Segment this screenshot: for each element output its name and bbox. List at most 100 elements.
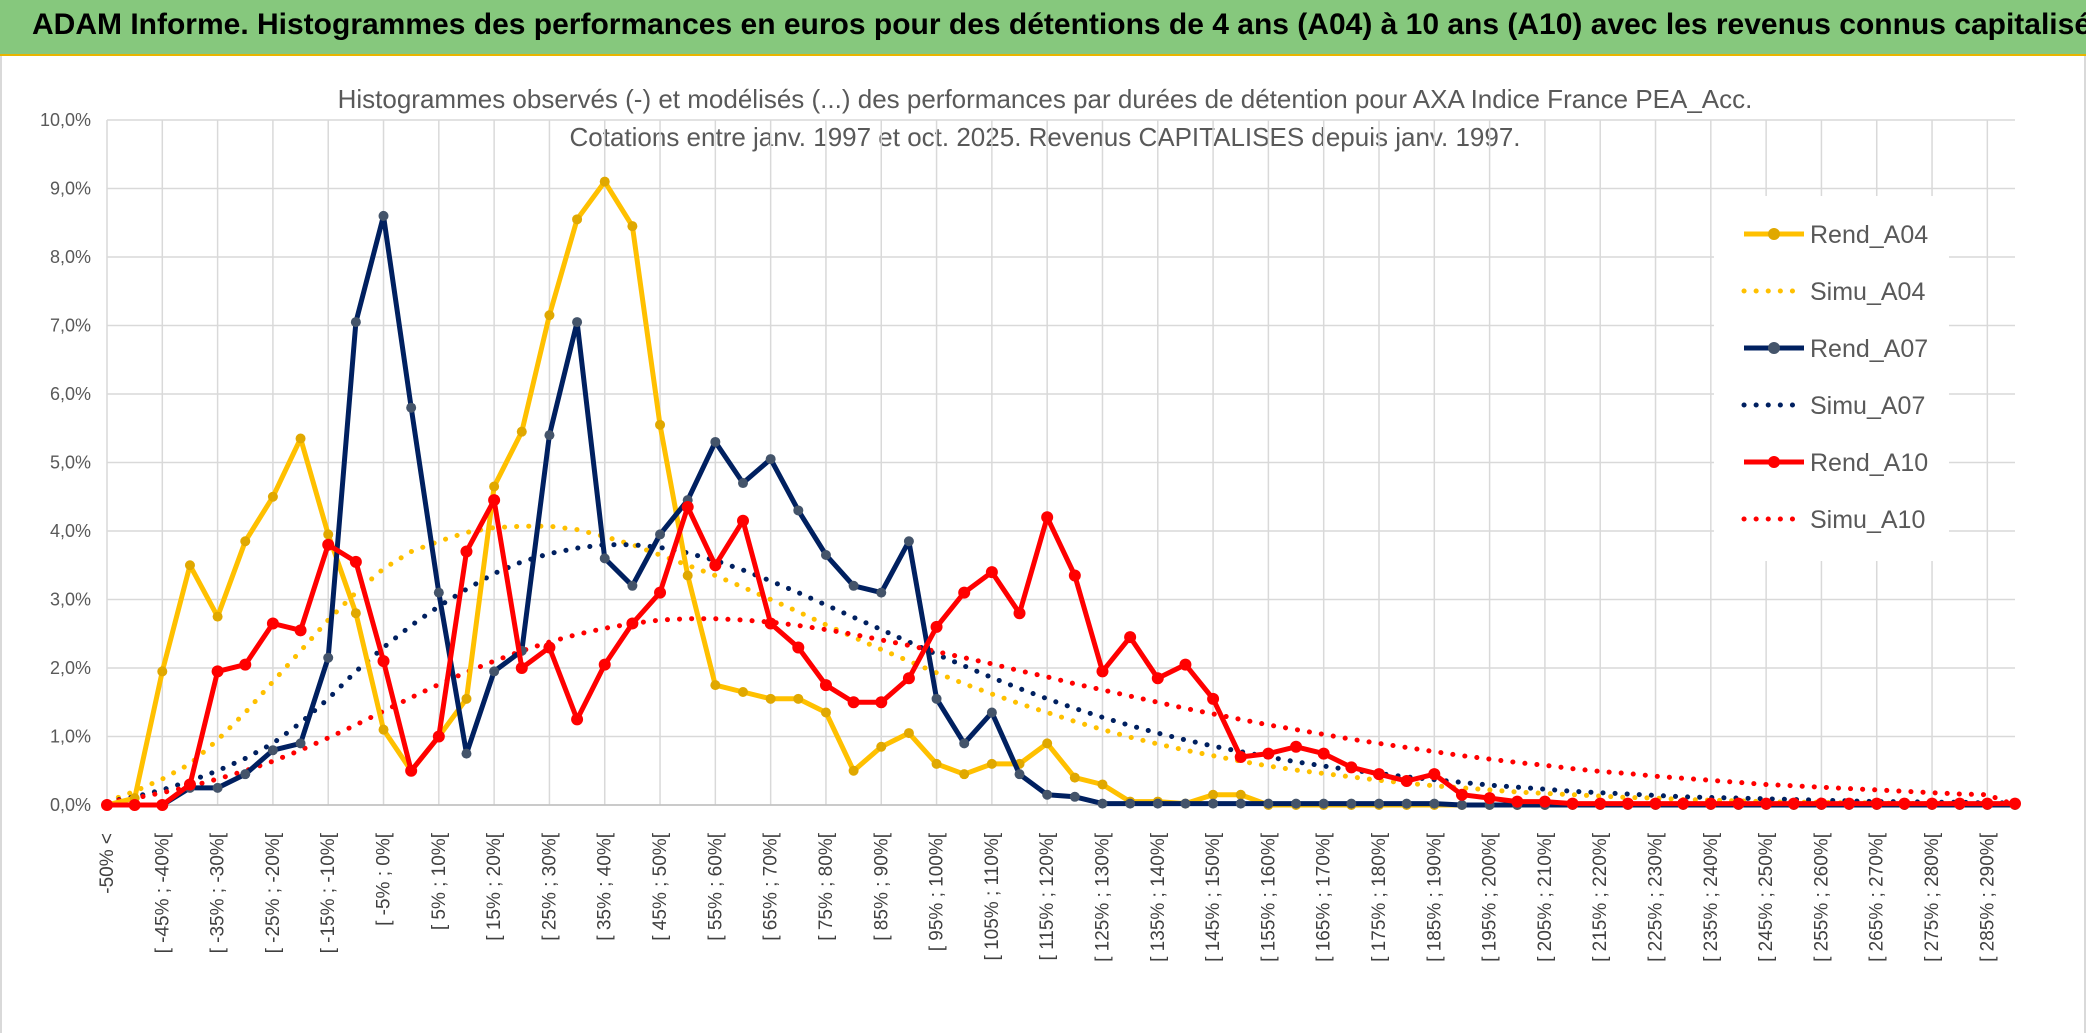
data-point-rend-a07 [1014, 769, 1025, 780]
data-point-rend-a10 [1870, 797, 1883, 810]
data-point-rend-a07 [655, 529, 666, 540]
data-point-rend-a10 [1317, 747, 1330, 760]
data-point-rend-a07 [627, 580, 638, 591]
data-point-rend-a10 [488, 494, 501, 507]
data-point-rend-a07 [1401, 798, 1412, 809]
chart-subtitle: Cotations entre janv. 1997 et oct. 2025.… [569, 122, 1521, 152]
data-point-rend-a10 [930, 620, 943, 633]
x-tick-label: [ 145% ; 150%[ [1203, 832, 1224, 962]
data-point-rend-a10 [1179, 658, 1192, 671]
x-tick-label: [ 215% ; 220%[ [1590, 832, 1611, 962]
data-point-rend-a10 [1234, 751, 1247, 764]
data-point-rend-a10 [1428, 768, 1441, 781]
x-tick-label: [ 45% ; 50%[ [650, 832, 671, 940]
series-line-simu-a10 [104, 616, 2018, 808]
data-point-rend-a04 [378, 724, 389, 735]
data-point-rend-a10 [1262, 747, 1275, 760]
data-point-rend-a04 [572, 214, 583, 225]
x-tick-label: [ 65% ; 70%[ [761, 832, 782, 940]
data-point-rend-a04 [903, 728, 914, 739]
x-tick-label: [ 105% ; 110%[ [982, 832, 1003, 960]
data-point-rend-a04 [931, 758, 942, 769]
data-point-rend-a04 [793, 693, 804, 704]
x-tick-label: [ 225% ; 230%[ [1646, 832, 1667, 962]
data-point-rend-a04 [461, 693, 472, 704]
data-point-rend-a10 [1400, 775, 1413, 788]
data-point-rend-a07 [1208, 798, 1219, 809]
data-point-rend-a07 [350, 317, 361, 328]
data-point-rend-a10 [377, 655, 390, 668]
x-tick-label: [ 165% ; 170%[ [1314, 832, 1335, 962]
data-point-rend-a07 [433, 587, 444, 598]
data-point-rend-a10 [128, 799, 141, 811]
y-tick-label: 8,0% [50, 247, 91, 267]
data-point-rend-a04 [820, 707, 831, 718]
data-point-rend-a04 [489, 481, 500, 492]
data-point-rend-a10 [183, 778, 196, 791]
data-point-rend-a04 [1069, 772, 1080, 783]
data-point-rend-a10 [985, 566, 998, 579]
x-tick-label: [ 175% ; 180%[ [1369, 832, 1390, 962]
data-point-rend-a10 [1207, 692, 1220, 705]
data-point-rend-a07 [1069, 791, 1080, 802]
x-tick-label: [ -15% ; -10%[ [318, 832, 339, 953]
data-point-rend-a07 [931, 693, 942, 704]
data-point-rend-a10 [1124, 631, 1137, 644]
y-tick-label: 0,0% [50, 795, 91, 815]
data-point-rend-a10 [958, 586, 971, 599]
data-point-rend-a07 [1429, 798, 1440, 809]
data-point-rend-a10 [543, 641, 556, 654]
data-point-rend-a10 [792, 641, 805, 654]
data-point-rend-a07 [820, 549, 831, 560]
legend-label-simu-a07: Simu_A07 [1810, 392, 1925, 420]
data-point-rend-a07 [1152, 798, 1163, 809]
data-point-rend-a10 [681, 501, 694, 514]
data-point-rend-a04 [544, 310, 555, 321]
data-point-rend-a10 [1926, 797, 1939, 810]
data-point-rend-a10 [1373, 768, 1385, 781]
legend-label-simu-a10: Simu_A10 [1810, 506, 1925, 534]
data-point-rend-a07 [986, 707, 997, 718]
data-point-rend-a10 [1096, 665, 1109, 678]
data-point-rend-a04 [599, 176, 610, 187]
data-point-rend-a10 [1649, 797, 1662, 810]
data-point-rend-a07 [1263, 798, 1274, 809]
x-tick-label: [ -35% ; -30%[ [208, 832, 229, 953]
y-tick-label: 5,0% [50, 453, 91, 473]
data-point-rend-a07 [1097, 798, 1108, 809]
y-tick-label: 4,0% [50, 521, 91, 541]
data-point-rend-a10 [1981, 797, 1994, 810]
data-point-rend-a10 [405, 764, 418, 777]
x-tick-label: [ 245% ; 250%[ [1756, 832, 1777, 962]
data-point-rend-a07 [240, 769, 251, 780]
data-point-rend-a10 [1483, 792, 1496, 805]
legend-marker-rend-a10 [1768, 456, 1780, 468]
data-point-rend-a07 [489, 666, 500, 677]
x-tick-label: [ 235% ; 240%[ [1701, 832, 1722, 962]
data-point-rend-a07 [903, 536, 914, 547]
data-point-rend-a04 [1042, 738, 1053, 749]
x-tick-label: [ 265% ; 270%[ [1867, 832, 1888, 962]
data-point-rend-a07 [406, 402, 417, 413]
x-tick-label: [ 95% ; 100%[ [927, 832, 948, 951]
data-point-rend-a04 [157, 666, 168, 677]
data-point-rend-a04 [682, 570, 693, 581]
x-tick-label: [ 5% ; 10%[ [429, 832, 450, 930]
x-tick-label: [ 255% ; 260%[ [1811, 832, 1832, 962]
y-tick-label: 10,0% [40, 110, 91, 130]
x-tick-label: [ -25% ; -20%[ [263, 832, 284, 953]
data-point-rend-a04 [212, 611, 223, 622]
data-point-rend-a04 [710, 680, 721, 691]
y-tick-label: 9,0% [50, 179, 91, 199]
data-point-rend-a07 [1291, 798, 1302, 809]
data-point-rend-a07 [1042, 789, 1053, 800]
data-point-rend-a10 [875, 696, 888, 709]
chart-area: Histogrammes observés (-) et modélisés (… [0, 56, 2086, 1033]
data-point-rend-a04 [323, 529, 334, 540]
legend-label-rend-a07: Rend_A07 [1810, 335, 1928, 363]
data-point-rend-a04 [240, 536, 251, 547]
data-point-rend-a04 [959, 769, 970, 780]
data-point-rend-a04 [848, 765, 859, 776]
x-tick-label: [ 55% ; 60%[ [705, 832, 726, 940]
data-point-rend-a10 [626, 617, 639, 630]
